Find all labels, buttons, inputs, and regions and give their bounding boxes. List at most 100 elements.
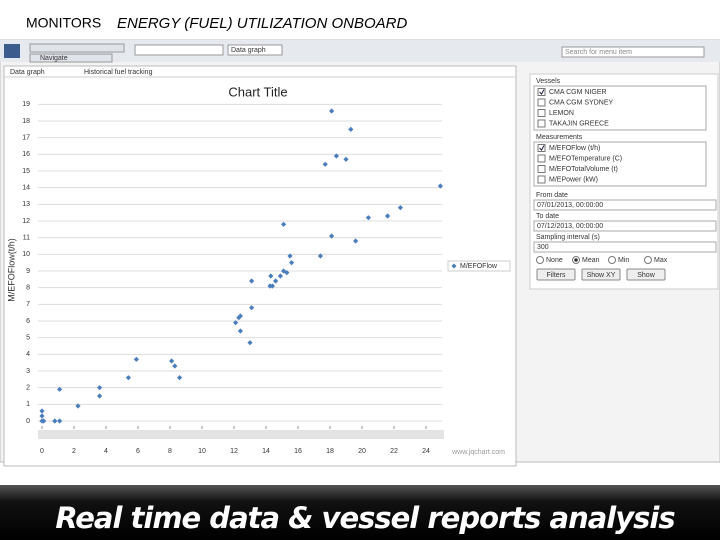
legend-label: M/EFOFlow xyxy=(460,263,498,270)
y-tick-label: 15 xyxy=(22,168,30,175)
y-tick-label: 1 xyxy=(26,401,30,408)
select-box[interactable] xyxy=(134,44,224,56)
checkbox[interactable] xyxy=(537,119,546,128)
navigate[interactable]: Navigate xyxy=(40,55,68,62)
list-item[interactable]: M/EFOTotalVolume (t) xyxy=(549,166,618,173)
input[interactable] xyxy=(533,220,717,232)
field-value[interactable]: 300 xyxy=(537,244,549,251)
point xyxy=(287,253,293,259)
radio[interactable] xyxy=(536,256,544,264)
point xyxy=(268,273,274,279)
point xyxy=(277,273,283,279)
checkbox[interactable] xyxy=(537,154,546,163)
checkbox[interactable] xyxy=(537,165,546,173)
list-item[interactable]: M/EFOFlow (t/h) xyxy=(549,145,600,152)
scrollbar[interactable] xyxy=(38,430,444,439)
radio[interactable] xyxy=(608,256,616,264)
point xyxy=(333,153,339,159)
x-tick-label: 0 xyxy=(40,448,44,455)
x-tick-label: 20 xyxy=(358,448,366,455)
checkbox[interactable] xyxy=(537,88,546,96)
x-tick-label: 22 xyxy=(390,448,398,455)
radio-label[interactable]: Min xyxy=(618,257,629,264)
tab[interactable]: Historical fuel tracking xyxy=(84,69,153,76)
tab[interactable]: Data graph xyxy=(10,69,45,76)
point xyxy=(365,215,371,221)
x-tick-label: 18 xyxy=(326,448,334,455)
list-item[interactable]: CMA CGM SYDNEY xyxy=(549,99,614,106)
point xyxy=(177,375,183,381)
slide-prefix: MONITORS xyxy=(26,15,101,31)
y-tick-label: 8 xyxy=(26,285,30,292)
checkbox[interactable] xyxy=(537,175,546,184)
checkbox[interactable] xyxy=(537,98,546,107)
x-tick-label: 8 xyxy=(168,448,172,455)
footer-band xyxy=(0,485,720,540)
y-tick-label: 10 xyxy=(22,251,30,258)
y-tick-label: 17 xyxy=(22,135,30,142)
point xyxy=(39,413,45,419)
vessel-box xyxy=(29,43,125,53)
point xyxy=(237,328,243,334)
checkbox[interactable] xyxy=(537,109,546,117)
point xyxy=(322,161,328,167)
button[interactable] xyxy=(626,268,666,281)
radio[interactable] xyxy=(644,256,652,264)
search-box[interactable] xyxy=(561,46,705,58)
slide-title: ENERGY (FUEL) UTILIZATION ONBOARD xyxy=(117,15,407,32)
point xyxy=(169,358,175,364)
check xyxy=(539,89,545,95)
field-label: To date xyxy=(536,213,559,220)
point xyxy=(57,386,63,392)
search[interactable]: Search for menu item xyxy=(565,49,632,56)
field-label: From date xyxy=(536,192,568,199)
view-select[interactable] xyxy=(227,44,283,56)
field-value[interactable]: 07/12/2013, 00:00:00 xyxy=(537,223,603,230)
y-tick-label: 0 xyxy=(26,418,30,425)
radio-label[interactable]: Max xyxy=(654,257,668,264)
point xyxy=(317,253,323,259)
list-item[interactable]: M/EPower (kW) xyxy=(549,176,598,183)
point xyxy=(289,260,295,266)
point xyxy=(125,375,131,381)
list-box xyxy=(533,141,707,187)
navigate-box[interactable] xyxy=(29,53,113,63)
y-tick-label: 7 xyxy=(26,301,30,308)
legend xyxy=(447,260,511,272)
y-tick-label: 16 xyxy=(22,151,30,158)
input[interactable] xyxy=(533,199,717,211)
point xyxy=(353,238,359,244)
point xyxy=(52,418,58,424)
button-label[interactable]: Show xyxy=(637,272,655,279)
list-box xyxy=(533,85,707,131)
button[interactable] xyxy=(536,268,576,281)
list-item[interactable]: M/EFOTemperature (C) xyxy=(549,155,622,162)
button-label[interactable]: Filters xyxy=(546,272,566,279)
footer: Real time data & vessel reports analysis xyxy=(55,501,675,535)
list-item[interactable]: CMA CGM NIGER xyxy=(549,89,607,96)
field-value[interactable]: 07/01/2013, 00:00:00 xyxy=(537,202,603,209)
point xyxy=(97,393,103,399)
y-tick-label: 5 xyxy=(26,335,30,342)
radio-label[interactable]: Mean xyxy=(582,257,600,264)
point xyxy=(172,363,178,369)
point xyxy=(437,183,443,189)
chart-panel xyxy=(3,65,517,467)
list-item[interactable]: LEMON xyxy=(549,110,574,117)
x-tick-label: 14 xyxy=(262,448,270,455)
chart-title: Chart Title xyxy=(228,84,287,99)
input[interactable] xyxy=(533,241,717,253)
y-tick-label: 14 xyxy=(22,185,30,192)
point xyxy=(57,418,63,424)
button[interactable] xyxy=(581,268,621,281)
point xyxy=(247,340,253,346)
checkbox[interactable] xyxy=(537,144,546,152)
field-label: Sampling interval (s) xyxy=(536,234,600,241)
point xyxy=(269,283,275,289)
list-item[interactable]: TAKAJIN GREECE xyxy=(549,120,609,127)
button-label[interactable]: Show XY xyxy=(587,272,616,279)
view[interactable]: Data graph xyxy=(231,47,266,54)
point xyxy=(249,278,255,284)
radio-label[interactable]: None xyxy=(546,257,563,264)
